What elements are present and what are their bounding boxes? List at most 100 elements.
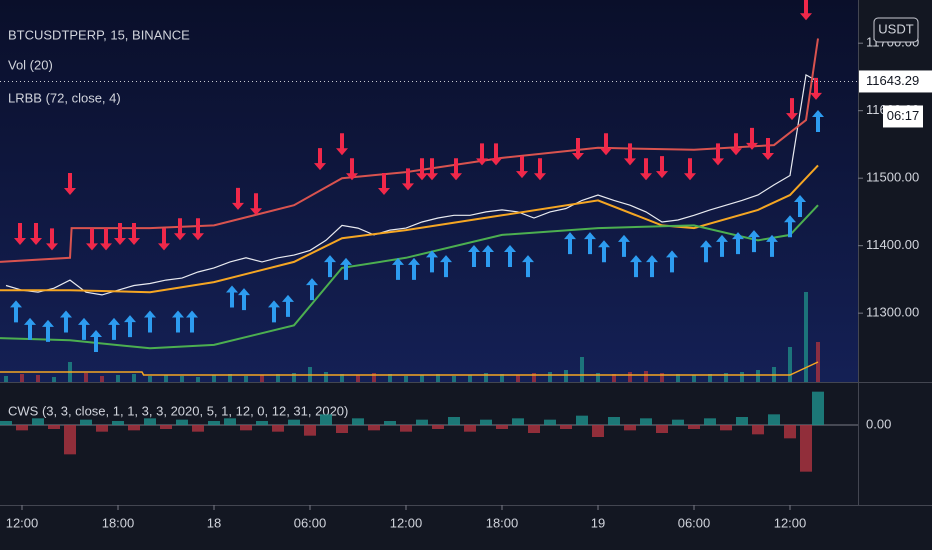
symbol-title: BTCUSDTPERP, 15, BINANCE — [8, 27, 190, 42]
volume-bar — [132, 374, 136, 382]
currency-label: USDT — [878, 21, 913, 36]
volume-bar — [564, 370, 568, 382]
buy-arrow — [482, 244, 494, 267]
volume-bar — [660, 373, 664, 382]
buy-arrow — [324, 255, 336, 278]
oscillator-bar — [432, 425, 444, 429]
oscillator-bar — [736, 417, 748, 425]
oscillator-bar — [192, 425, 204, 432]
plot-layer — [0, 0, 824, 382]
volume-ma-line — [0, 361, 819, 376]
sell-arrow — [476, 143, 488, 166]
volume-bar — [484, 373, 488, 382]
oscillator-bar — [320, 414, 332, 425]
buy-arrow — [238, 288, 250, 311]
volume-bar — [788, 347, 792, 382]
volume-bar — [324, 372, 328, 382]
volume-bar — [36, 375, 40, 382]
volume-bar — [580, 357, 584, 382]
sell-arrow — [572, 137, 584, 160]
volume-bar — [452, 376, 456, 382]
x-tick-label: 18 — [207, 515, 221, 530]
volume-bar — [228, 374, 232, 382]
sell-arrow — [624, 143, 636, 166]
buy-arrow — [784, 215, 796, 238]
oscillator-bar — [464, 425, 476, 432]
volume-bar — [724, 373, 728, 382]
volume-bar — [84, 373, 88, 382]
oscillator-bar — [528, 425, 540, 433]
oscillator-bar — [720, 425, 732, 431]
oscillator-bar — [576, 415, 588, 425]
x-tick-label: 12:00 — [6, 515, 39, 530]
buy-arrow — [124, 315, 136, 338]
volume-bar — [164, 375, 168, 382]
sell-arrow — [684, 158, 696, 181]
volume-bar — [628, 372, 632, 382]
sell-arrow — [64, 173, 76, 196]
buy-arrow — [408, 257, 420, 280]
oscillator-bar — [768, 414, 780, 425]
oscillator-bar — [640, 418, 652, 425]
buy-arrow — [226, 285, 238, 308]
buy-arrow — [426, 250, 438, 273]
y-tick-label: 11400.00 — [866, 237, 919, 252]
buy-arrow — [108, 317, 120, 340]
y-tick-label: 11500.00 — [866, 170, 919, 185]
oscillator-bar — [656, 425, 668, 433]
buy-arrow — [618, 234, 630, 257]
oscillator-pane — [0, 383, 858, 505]
oscillator-bar — [352, 418, 364, 425]
oscillator-bar — [400, 425, 412, 432]
buy-arrow — [716, 234, 728, 257]
sell-arrow — [232, 187, 244, 210]
oscillator-bar — [624, 425, 636, 431]
oscillator-bar — [560, 425, 572, 429]
volume-bar — [644, 371, 648, 382]
volume-bar — [340, 374, 344, 382]
oscillator-bar — [592, 425, 604, 437]
sell-arrow — [712, 143, 724, 166]
sell-arrow — [656, 156, 668, 179]
oscillator-bar — [288, 419, 300, 425]
buy-arrow — [666, 250, 678, 273]
sell-arrow — [762, 137, 774, 160]
sell-arrow — [86, 228, 98, 251]
oscillator-bar — [512, 418, 524, 425]
volume-bar — [372, 373, 376, 382]
volume-bar — [52, 377, 56, 382]
sell-arrow — [192, 218, 204, 241]
sell-arrow — [426, 158, 438, 181]
volume-bar — [276, 374, 280, 382]
volume-bar — [532, 373, 536, 382]
countdown-box — [883, 105, 923, 128]
oscillator-bar — [96, 425, 108, 432]
volume-bar — [692, 375, 696, 382]
volume-bar — [500, 374, 504, 382]
y-tick-label: 11300.00 — [866, 305, 919, 320]
band-line — [0, 38, 819, 263]
oscillator-bar — [32, 418, 44, 425]
sell-arrow — [786, 98, 798, 121]
sell-arrow — [14, 222, 26, 245]
volume-bar — [196, 377, 200, 382]
buy-arrow — [812, 110, 824, 133]
oscillator-bar — [784, 425, 796, 439]
volume-bar — [212, 375, 216, 382]
buy-arrow — [584, 232, 596, 255]
volume-bar — [436, 374, 440, 382]
sell-arrow — [450, 158, 462, 181]
buy-arrow — [794, 195, 806, 218]
oscillator-bar — [480, 419, 492, 425]
volume-bar — [708, 374, 712, 382]
oscillator-bar — [384, 421, 396, 425]
oscillator-bar — [448, 417, 460, 425]
oscillator-bar — [208, 421, 220, 425]
oscillator-bar — [812, 391, 824, 425]
oscillator-bar — [496, 425, 508, 429]
oscillator-bar — [144, 418, 156, 425]
oscillator-bar — [80, 419, 92, 425]
buy-arrow — [504, 244, 516, 267]
